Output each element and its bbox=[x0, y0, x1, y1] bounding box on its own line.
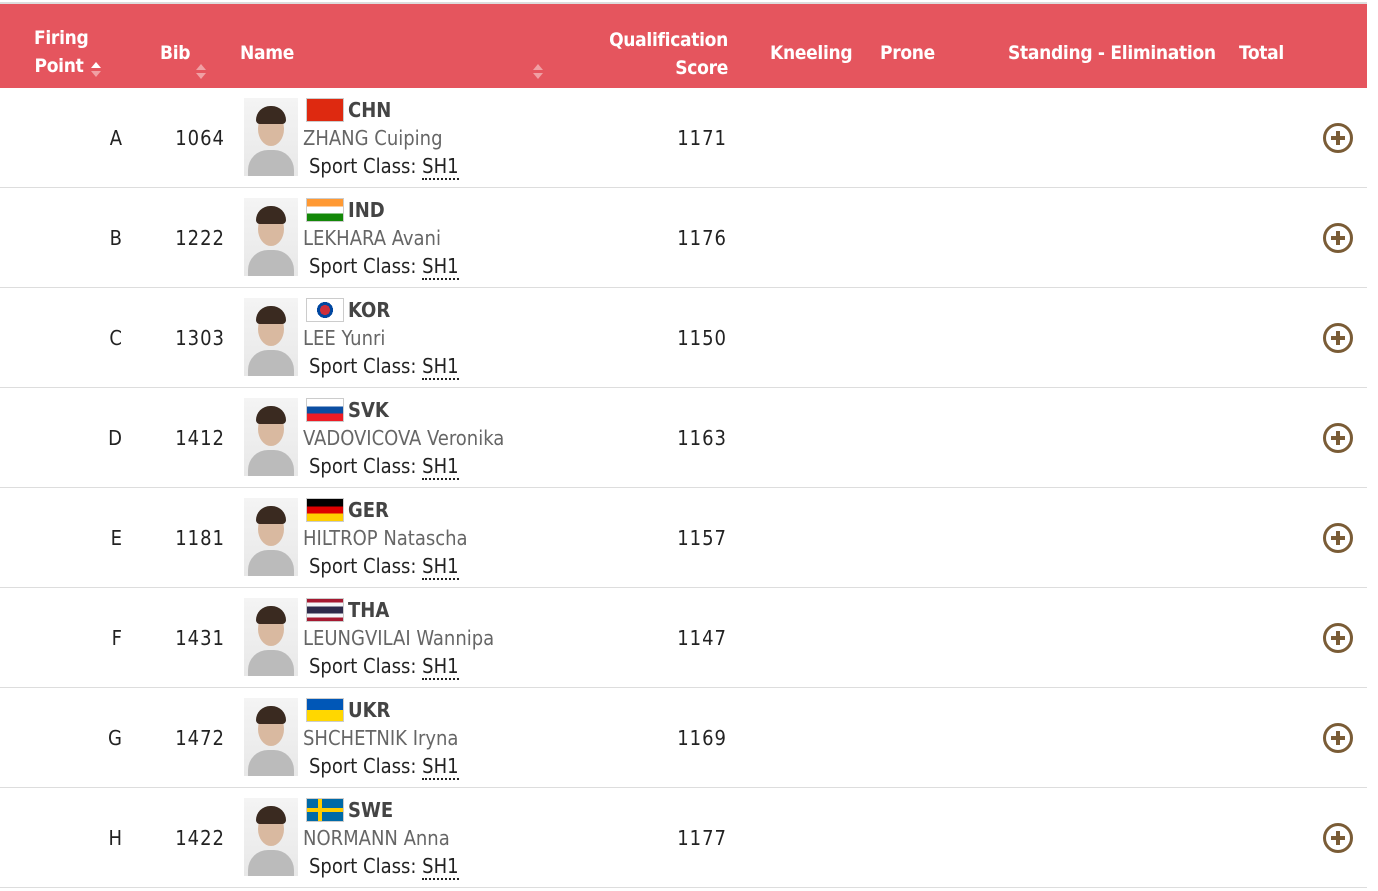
firing-point: C bbox=[109, 326, 122, 350]
firing-point: E bbox=[110, 526, 122, 550]
expand-plus-icon[interactable] bbox=[1323, 323, 1353, 353]
athlete-photo bbox=[244, 798, 298, 876]
bib-number: 1472 bbox=[175, 726, 225, 750]
athlete-name[interactable]: LEUNGVILAI Wannipa bbox=[303, 626, 495, 650]
qualification-score: 1163 bbox=[677, 426, 727, 450]
athlete-name[interactable]: VADOVICOVA Veronika bbox=[303, 426, 505, 450]
country-code: SWE bbox=[348, 798, 394, 822]
qualification-score: 1171 bbox=[677, 126, 727, 150]
country-code: SVK bbox=[348, 398, 389, 422]
athlete-photo bbox=[244, 498, 298, 576]
sort-icon[interactable] bbox=[533, 64, 543, 82]
qualification-score: 1147 bbox=[677, 626, 727, 650]
sort-icon[interactable] bbox=[91, 62, 101, 80]
flag-icon bbox=[306, 498, 344, 522]
firing-point: A bbox=[109, 126, 122, 150]
athlete-photo bbox=[244, 98, 298, 176]
bib-number: 1431 bbox=[175, 626, 225, 650]
firing-point: B bbox=[109, 226, 122, 250]
country-code: CHN bbox=[348, 98, 392, 122]
athlete-name[interactable]: NORMANN Anna bbox=[303, 826, 450, 850]
flag-icon bbox=[306, 98, 344, 122]
athlete-photo bbox=[244, 398, 298, 476]
header-prone: Prone bbox=[880, 42, 935, 64]
table-row: D 1412 SVK VADOVICOVA Veronika Sport Cla… bbox=[0, 388, 1367, 488]
expand-plus-icon[interactable] bbox=[1323, 523, 1353, 553]
athlete-photo bbox=[244, 298, 298, 376]
header-qualification-score[interactable]: Qualification Score bbox=[609, 29, 728, 79]
header-firing-point[interactable]: Firing Point bbox=[34, 27, 89, 77]
header-name[interactable]: Name bbox=[240, 42, 295, 64]
sport-class: Sport Class: SH1 bbox=[309, 554, 459, 580]
bib-number: 1412 bbox=[175, 426, 225, 450]
expand-plus-icon[interactable] bbox=[1323, 823, 1353, 853]
expand-plus-icon[interactable] bbox=[1323, 123, 1353, 153]
athlete-name[interactable]: LEKHARA Avani bbox=[303, 226, 441, 250]
table-row: G 1472 UKR SHCHETNIK Iryna Sport Class: … bbox=[0, 688, 1367, 788]
header-total: Total bbox=[1239, 42, 1284, 64]
header-bib[interactable]: Bib bbox=[160, 42, 191, 64]
table-row: A 1064 CHN ZHANG Cuiping Sport Class: SH… bbox=[0, 88, 1367, 188]
athlete-name[interactable]: LEE Yunri bbox=[303, 326, 386, 350]
sport-class: Sport Class: SH1 bbox=[309, 854, 459, 880]
athlete-name[interactable]: SHCHETNIK Iryna bbox=[303, 726, 459, 750]
sort-icon[interactable] bbox=[196, 64, 206, 82]
country-code: THA bbox=[348, 598, 390, 622]
firing-point: D bbox=[108, 426, 122, 450]
table-row: F 1431 THA LEUNGVILAI Wannipa Sport Clas… bbox=[0, 588, 1367, 688]
expand-plus-icon[interactable] bbox=[1323, 723, 1353, 753]
expand-plus-icon[interactable] bbox=[1323, 223, 1353, 253]
flag-icon bbox=[306, 398, 344, 422]
flag-icon bbox=[306, 598, 344, 622]
expand-plus-icon[interactable] bbox=[1323, 623, 1353, 653]
table-body: A 1064 CHN ZHANG Cuiping Sport Class: SH… bbox=[0, 88, 1367, 888]
qualification-score: 1157 bbox=[677, 526, 727, 550]
table-row: C 1303 KOR LEE Yunri Sport Class: SH1 11… bbox=[0, 288, 1367, 388]
table-row: B 1222 IND LEKHARA Avani Sport Class: SH… bbox=[0, 188, 1367, 288]
bib-number: 1181 bbox=[175, 526, 225, 550]
athlete-name[interactable]: ZHANG Cuiping bbox=[303, 126, 443, 150]
sport-class: Sport Class: SH1 bbox=[309, 254, 459, 280]
sport-class: Sport Class: SH1 bbox=[309, 654, 459, 680]
flag-icon bbox=[306, 698, 344, 722]
country-code: GER bbox=[348, 498, 389, 522]
flag-icon bbox=[306, 298, 344, 322]
qualification-score: 1169 bbox=[677, 726, 727, 750]
country-code: UKR bbox=[348, 698, 391, 722]
bib-number: 1303 bbox=[175, 326, 225, 350]
firing-point: F bbox=[111, 626, 122, 650]
sport-class: Sport Class: SH1 bbox=[309, 454, 459, 480]
bib-number: 1422 bbox=[175, 826, 225, 850]
qualification-score: 1176 bbox=[677, 226, 727, 250]
table-row: H 1422 SWE NORMANN Anna Sport Class: SH1… bbox=[0, 788, 1367, 888]
firing-point: H bbox=[108, 826, 122, 850]
bib-number: 1222 bbox=[175, 226, 225, 250]
sport-class: Sport Class: SH1 bbox=[309, 754, 459, 780]
table-row: E 1181 GER HILTROP Natascha Sport Class:… bbox=[0, 488, 1367, 588]
flag-icon bbox=[306, 198, 344, 222]
athlete-photo bbox=[244, 598, 298, 676]
country-code: IND bbox=[348, 198, 385, 222]
table-header: Firing Point Bib Name Qualification Scor… bbox=[0, 2, 1367, 88]
bib-number: 1064 bbox=[175, 126, 225, 150]
sport-class: Sport Class: SH1 bbox=[309, 354, 459, 380]
qualification-score: 1177 bbox=[677, 826, 727, 850]
athlete-name[interactable]: HILTROP Natascha bbox=[303, 526, 468, 550]
firing-point: G bbox=[108, 726, 122, 750]
athlete-photo bbox=[244, 198, 298, 276]
expand-plus-icon[interactable] bbox=[1323, 423, 1353, 453]
header-kneeling: Kneeling bbox=[770, 42, 853, 64]
athlete-photo bbox=[244, 698, 298, 776]
header-standing-elimination: Standing - Elimination bbox=[1008, 42, 1216, 64]
qualification-score: 1150 bbox=[677, 326, 727, 350]
flag-icon bbox=[306, 798, 344, 822]
sport-class: Sport Class: SH1 bbox=[309, 154, 459, 180]
country-code: KOR bbox=[348, 298, 391, 322]
